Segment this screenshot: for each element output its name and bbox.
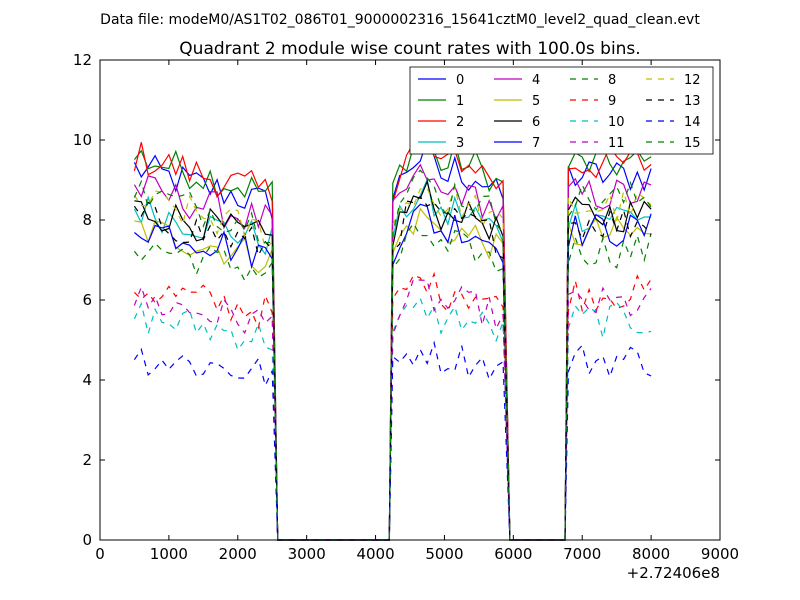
- series-line-0: [133, 137, 652, 541]
- legend-label-2: 2: [456, 115, 464, 130]
- legend-label-7: 7: [532, 136, 540, 151]
- chart-title: Quadrant 2 module wise count rates with …: [179, 39, 640, 59]
- x-tick-label: 4000: [356, 545, 394, 563]
- series-line-15: [133, 169, 652, 541]
- series-line-9: [133, 271, 652, 541]
- x-tick-label: 3000: [288, 545, 326, 563]
- x-tick-label: 9000: [701, 545, 739, 563]
- legend-label-4: 4: [532, 73, 540, 88]
- figure-suptitle: Data file: modeM0/AS1T02_086T01_90000023…: [100, 12, 700, 28]
- y-tick-label: 4: [82, 371, 92, 389]
- series-line-12: [133, 184, 652, 541]
- ticks-layer: 0 1000 2000 3000 4000 5000 6000 7000 8000 9000 0 2 4…: [73, 51, 739, 563]
- legend-label-1: 1: [456, 94, 464, 109]
- series-line-6: [134, 179, 652, 541]
- y-tick-label: 6: [82, 291, 92, 309]
- x-tick-label: 5000: [425, 545, 463, 563]
- legend-label-3: 3: [456, 136, 464, 151]
- series-line-13: [133, 195, 652, 541]
- legend-label-0: 0: [456, 73, 464, 88]
- legend-label-9: 9: [608, 94, 616, 109]
- y-tick-label: 10: [73, 131, 92, 149]
- x-offset-label: +2.72406e8: [627, 564, 720, 582]
- legend-label-8: 8: [608, 73, 616, 88]
- x-tick-label: 0: [95, 545, 105, 563]
- series-layer: [133, 134, 652, 541]
- legend-label-11: 11: [608, 136, 625, 151]
- series-line-10: [133, 297, 652, 541]
- series-line-14: [133, 340, 652, 541]
- x-tick-label: 2000: [219, 545, 257, 563]
- legend-label-5: 5: [532, 94, 540, 109]
- y-tick-label: 12: [73, 51, 92, 69]
- x-tick-label: 1000: [150, 545, 188, 563]
- y-tick-label: 8: [82, 211, 92, 229]
- legend-box: [409, 66, 714, 155]
- series-line-7: [134, 203, 652, 541]
- x-tick-label: 7000: [563, 545, 601, 563]
- x-tick-label: 6000: [494, 545, 532, 563]
- series-line-11: [133, 278, 652, 541]
- legend-label-6: 6: [532, 115, 540, 130]
- x-tick-label: 8000: [632, 545, 670, 563]
- y-tick-label: 0: [82, 531, 92, 549]
- legend-label-12: 12: [684, 73, 701, 88]
- legend-label-15: 15: [684, 136, 701, 151]
- legend-label-14: 14: [684, 115, 701, 130]
- legend-label-10: 10: [608, 115, 625, 130]
- y-tick-label: 2: [82, 451, 92, 469]
- legend-label-13: 13: [684, 94, 701, 109]
